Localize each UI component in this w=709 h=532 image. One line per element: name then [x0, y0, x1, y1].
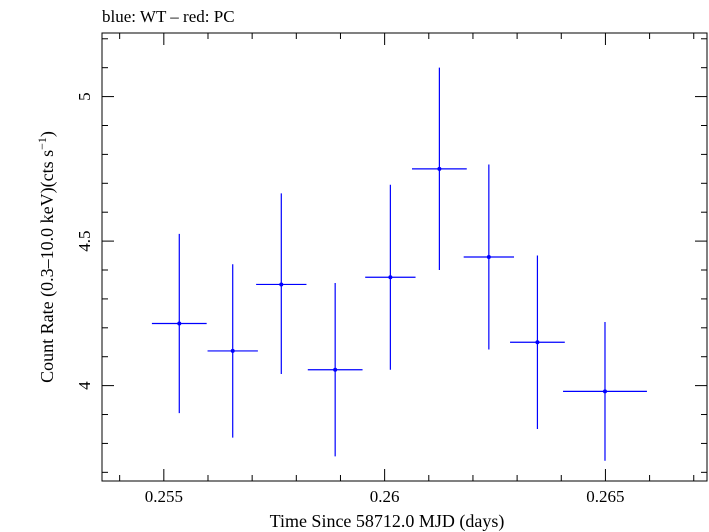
data-marker [535, 340, 540, 345]
data-marker [279, 282, 284, 287]
data-marker [230, 348, 235, 353]
data-point [412, 67, 467, 271]
axis-tick-labels: 0.255 0.26 0.265 4 4.5 5 [75, 92, 625, 506]
data-marker [486, 255, 491, 259]
data-marker [177, 321, 182, 326]
x-tick-label: 0.265 [586, 487, 624, 506]
x-tick-label: 0.255 [145, 487, 183, 506]
chart-title: blue: WT – red: PC [102, 7, 235, 26]
data-marker [602, 389, 607, 394]
data-points [151, 67, 647, 461]
data-point [256, 193, 307, 375]
data-point [463, 164, 515, 350]
data-point [510, 255, 565, 429]
axis-ticks [102, 33, 707, 481]
data-point [151, 233, 207, 414]
data-point [307, 283, 363, 457]
data-point [365, 184, 416, 370]
y-tick-label: 4 [75, 381, 94, 390]
data-point [207, 264, 258, 438]
data-marker [437, 166, 442, 171]
y-axis-label: Count Rate (0.3–10.0 keV)(cts s−1) [35, 131, 58, 383]
x-tick-label: 0.26 [370, 487, 400, 506]
y-tick-label: 4.5 [75, 230, 94, 251]
data-marker [333, 367, 338, 372]
x-axis-label: Time Since 58712.0 MJD (days) [270, 511, 505, 532]
plot-frame [101, 32, 708, 482]
data-point [563, 322, 647, 461]
y-tick-label: 5 [75, 92, 94, 101]
data-marker [388, 275, 393, 280]
